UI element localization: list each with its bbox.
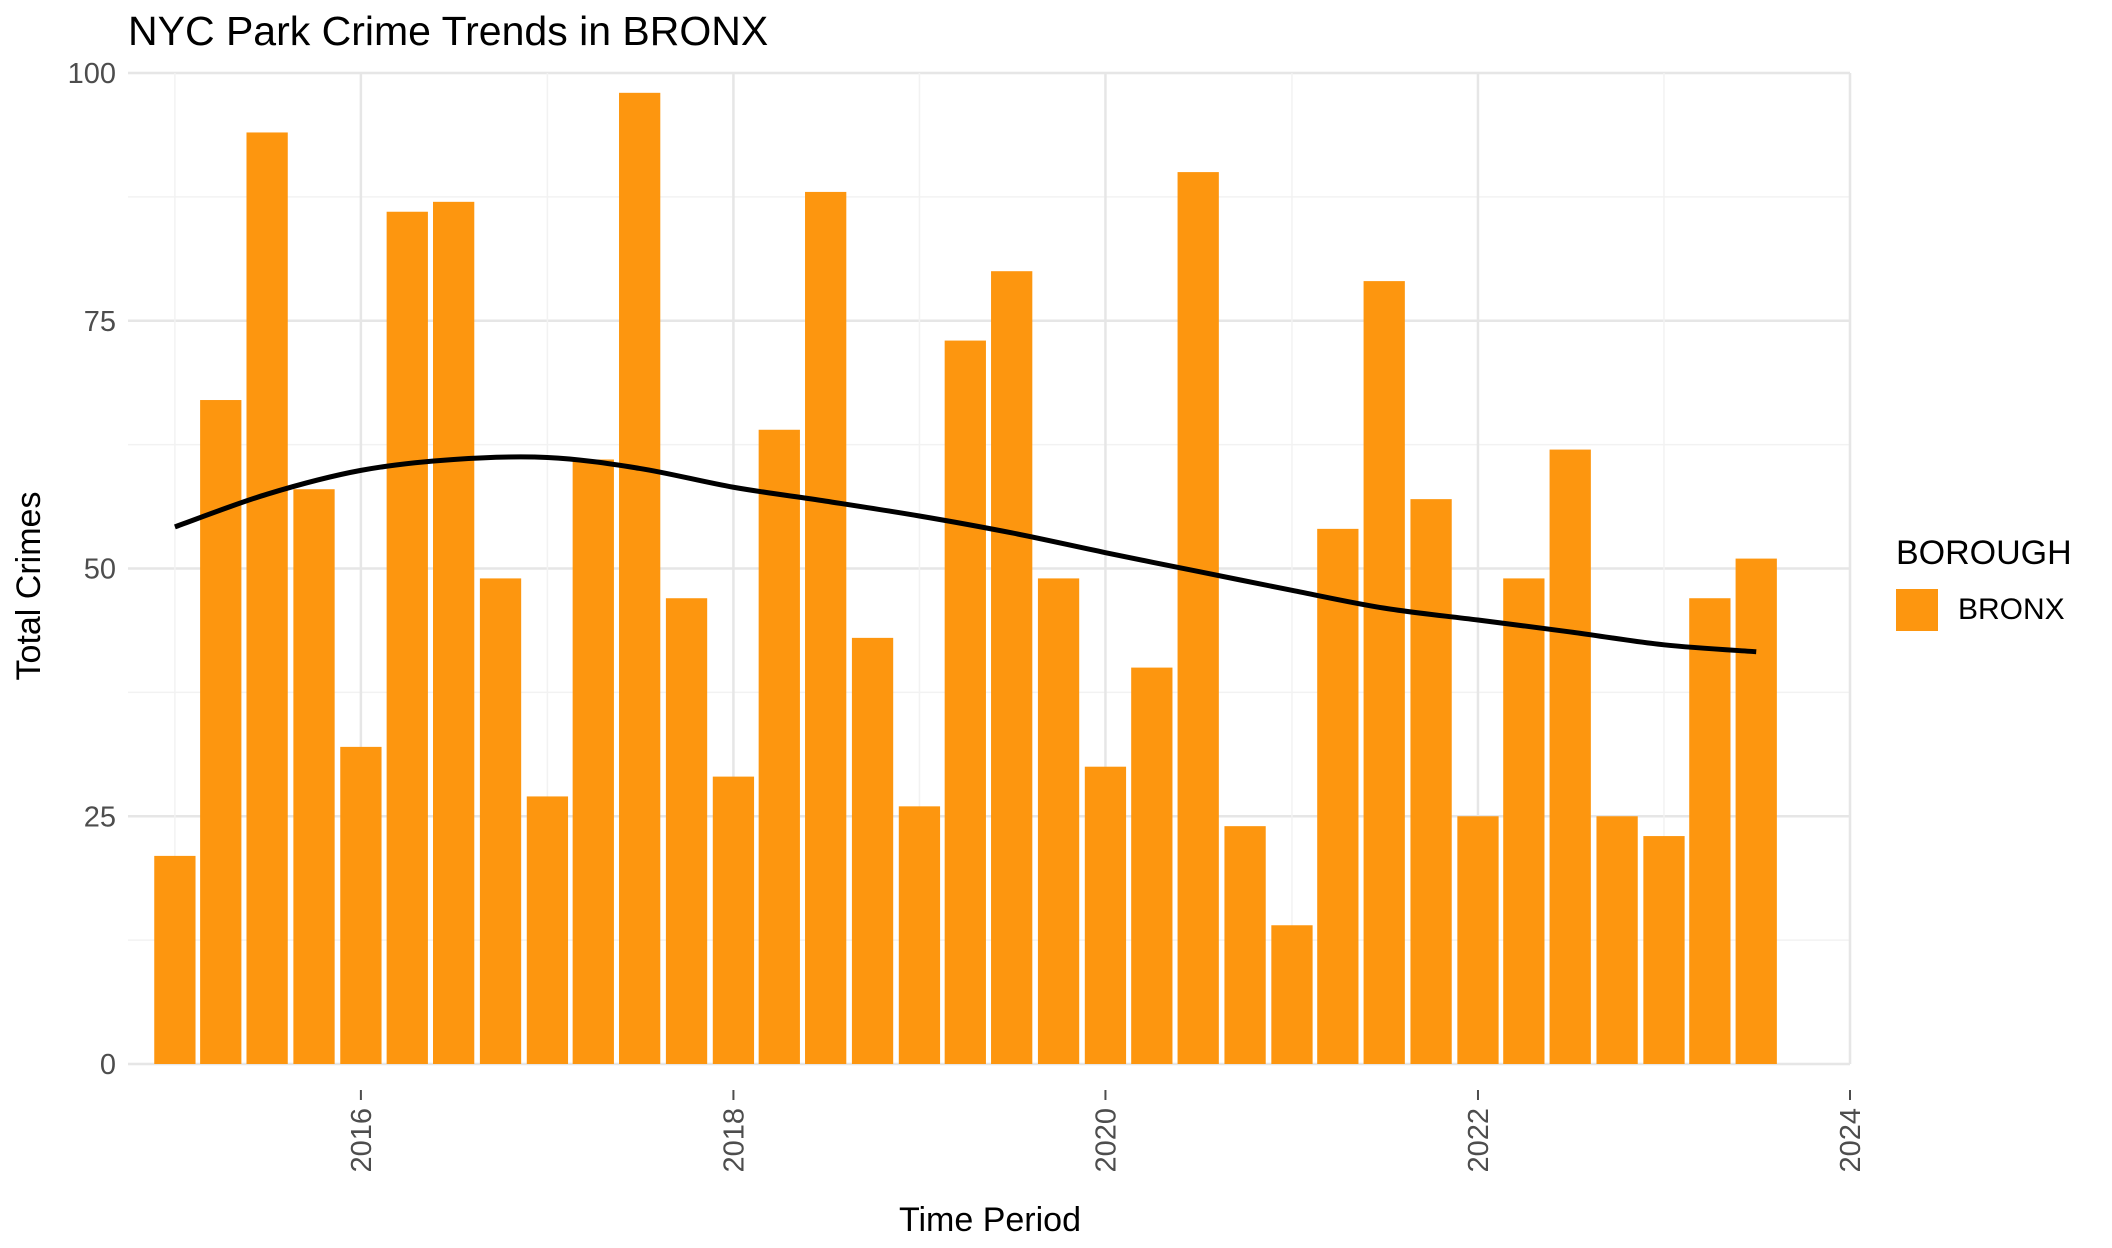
bar — [479, 578, 522, 1064]
bar — [433, 201, 475, 1064]
bar — [1224, 826, 1266, 1064]
bar — [340, 746, 382, 1064]
y-tick-label: 50 — [84, 554, 116, 586]
bar — [154, 855, 196, 1064]
bar — [526, 796, 569, 1064]
x-tick-label: 2022 — [1463, 1108, 1495, 1173]
y-axis-title: Total Crimes — [10, 492, 48, 681]
bar — [1689, 598, 1731, 1064]
bar — [1596, 816, 1638, 1064]
bar — [991, 271, 1033, 1064]
bar — [293, 489, 335, 1065]
trend-line — [174, 454, 1757, 655]
legend-title: BOROUGH — [1896, 534, 2072, 572]
bar — [1735, 558, 1777, 1064]
bar — [386, 211, 428, 1065]
bar — [1643, 836, 1685, 1064]
x-tick-label: 2016 — [346, 1108, 378, 1173]
y-tick-label: 75 — [84, 306, 116, 338]
bar — [712, 776, 755, 1064]
x-axis-ticks: 2016 2018 2020 2022 2024 — [346, 1090, 1867, 1173]
legend-label: BRONX — [1958, 593, 2065, 626]
grid-lines — [128, 71, 1852, 1066]
y-axis-ticks: 0 25 50 75 100 — [68, 58, 116, 1081]
bar — [805, 191, 847, 1065]
bar — [200, 400, 242, 1064]
bar — [1131, 667, 1173, 1064]
bar — [1177, 172, 1219, 1065]
legend-swatch — [1896, 589, 1938, 631]
bar — [1549, 449, 1591, 1065]
legend-item-bronx: BRONX — [1896, 589, 2072, 631]
bar — [1410, 499, 1452, 1064]
bar — [758, 429, 800, 1064]
bar — [1503, 578, 1545, 1064]
x-axis-title: Time Period — [899, 1201, 1081, 1239]
bar — [246, 132, 288, 1064]
bar-series — [154, 92, 1777, 1065]
chart-title: NYC Park Crime Trends in BRONX — [128, 8, 769, 54]
x-tick-label: 2024 — [1835, 1108, 1867, 1173]
bar — [619, 92, 661, 1064]
y-tick-label: 0 — [100, 1049, 116, 1081]
bar — [665, 598, 708, 1064]
bar — [572, 459, 614, 1064]
bar — [851, 637, 894, 1064]
legend: BOROUGH BRONX — [1896, 534, 2072, 631]
bar — [1271, 925, 1313, 1064]
bar — [898, 806, 941, 1064]
bar — [1317, 528, 1359, 1064]
x-tick-label: 2018 — [718, 1108, 750, 1173]
bar — [1037, 578, 1080, 1064]
trend-line-group — [174, 454, 1757, 655]
bar — [1457, 816, 1499, 1064]
y-tick-label: 100 — [68, 58, 116, 90]
x-tick-label: 2020 — [1090, 1108, 1122, 1173]
y-tick-label: 25 — [84, 801, 116, 833]
bar — [944, 340, 986, 1064]
bar — [1084, 766, 1127, 1064]
bar — [1363, 281, 1405, 1064]
